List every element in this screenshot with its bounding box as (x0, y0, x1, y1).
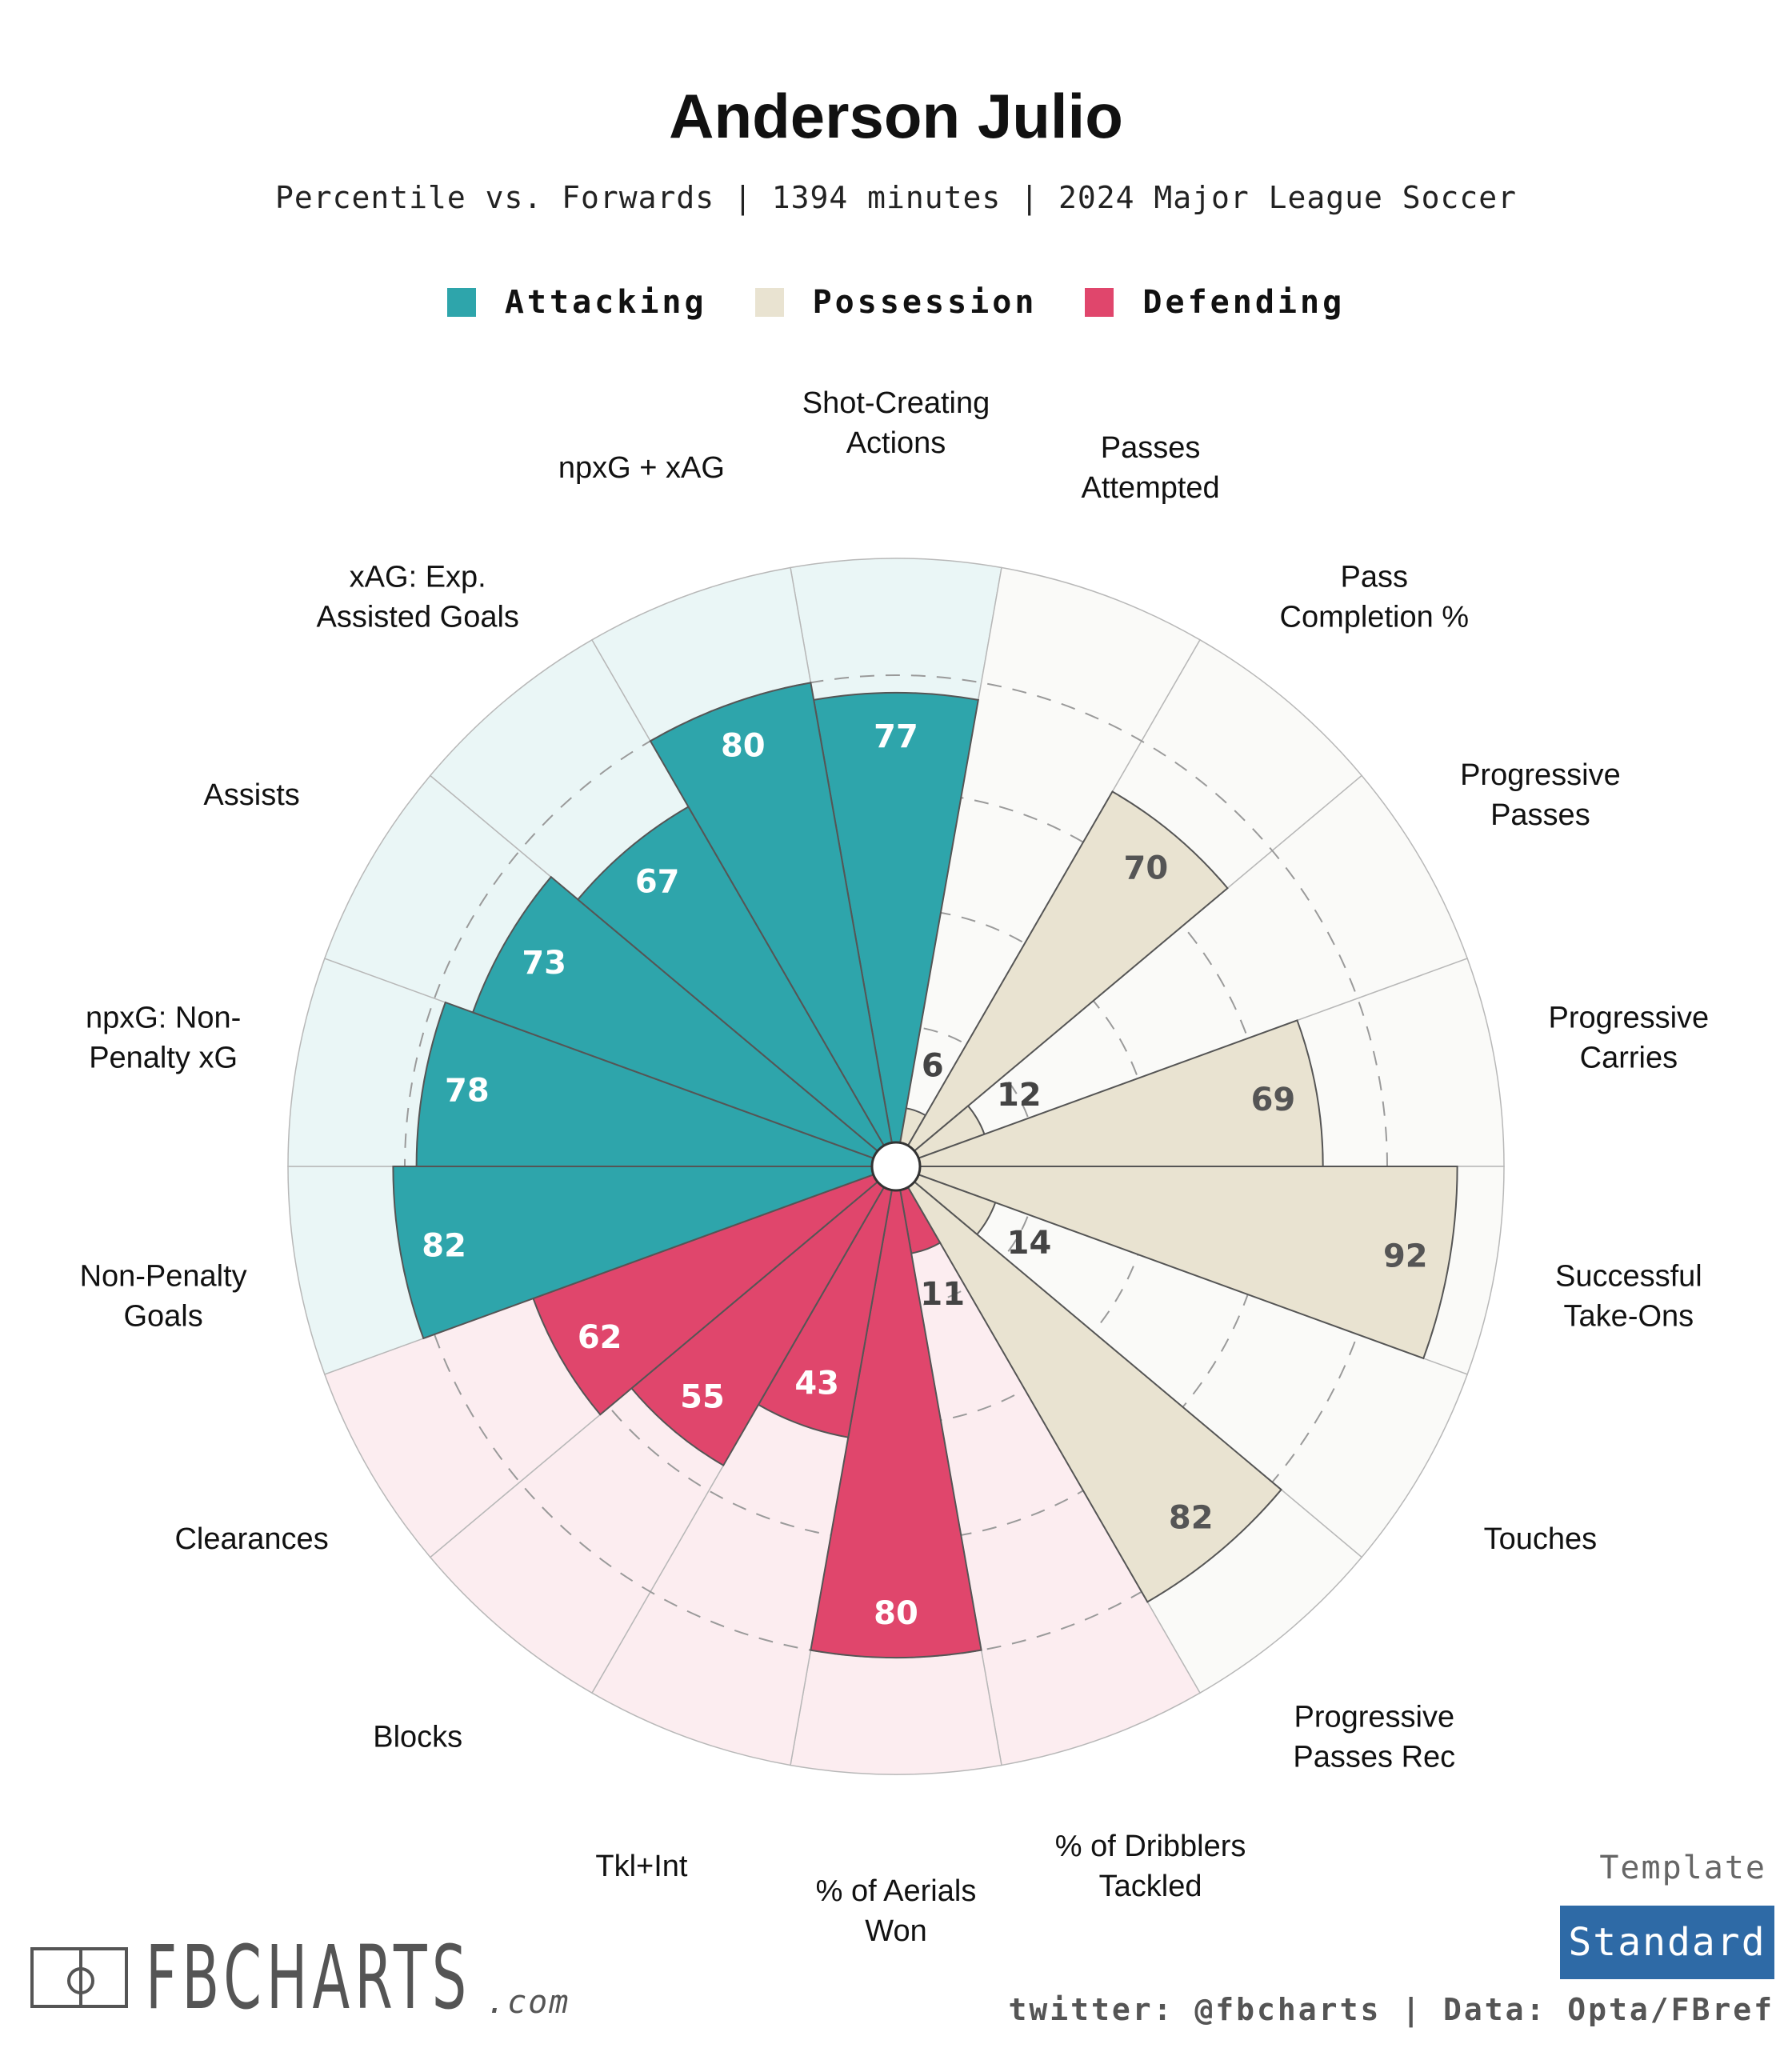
template-selector-button[interactable]: Standard (1560, 1906, 1774, 1979)
metric-label-clearances: Clearances (174, 1522, 328, 1556)
metric-label-progressive-passes: Progressive Passes (1460, 758, 1621, 832)
value-label-npxg-xag: 80 (721, 728, 766, 765)
metric-label-tkl-int: Tkl+Int (595, 1850, 688, 1883)
metric-label-touches: Touches (1484, 1522, 1598, 1556)
metric-label-of-dribblers-tackled: % of Dribblers Tackled (1055, 1830, 1246, 1903)
legend-swatch-attacking (446, 288, 476, 317)
metric-label-assists: Assists (203, 778, 299, 812)
legend-swatch-possession (754, 288, 784, 317)
legend-label-attacking: Attacking (504, 284, 707, 321)
metric-label-blocks: Blocks (373, 1720, 462, 1754)
value-label-progressive-passes-rec: 82 (1169, 1499, 1214, 1536)
value-label-npxg-non-penalty-xg: 78 (445, 1072, 490, 1109)
chart-subtitle: Percentile vs. Forwards | 1394 minutes |… (274, 180, 1518, 215)
value-label-pass-completion: 70 (1124, 850, 1169, 887)
center-hole (870, 1141, 922, 1192)
metric-label-npxg-non-penalty-xg: npxG: Non-Penalty xG (86, 1002, 241, 1075)
value-label-tkl-int: 43 (794, 1365, 839, 1402)
metric-label-xag-exp-assisted-goals: xAG: Exp. Assisted Goals (316, 561, 518, 634)
metric-label-successful-take-ons: Successful Take-Ons (1555, 1259, 1702, 1333)
legend-label-possession: Possession (812, 284, 1038, 321)
value-label-shot-creating-actions: 77 (874, 718, 918, 755)
template-label: Template (1599, 1850, 1766, 1886)
metric-label-pass-completion: Pass Completion % (1280, 561, 1470, 634)
value-label-clearances: 62 (578, 1319, 622, 1356)
value-label-successful-take-ons: 92 (1383, 1238, 1428, 1274)
metric-label-passes-attempted: Passes Attempted (1081, 431, 1219, 505)
metric-label-progressive-passes-rec: Progressive Passes Rec (1293, 1700, 1455, 1774)
chart-title: Anderson Julio (669, 81, 1123, 151)
legend-label-defending: Defending (1142, 284, 1346, 321)
value-label-progressive-passes: 12 (997, 1077, 1042, 1114)
metric-label-non-penalty-goals: Non-Penalty Goals (80, 1259, 247, 1333)
legend-swatch-defending (1085, 288, 1114, 317)
value-label-progressive-carries: 69 (1251, 1082, 1296, 1118)
value-label-non-penalty-goals: 82 (422, 1228, 466, 1265)
metric-label-shot-creating-actions: Shot-Creating Actions (802, 386, 990, 460)
value-label-of-aerials-won: 80 (874, 1595, 918, 1632)
legend-item-possession: Possession (754, 284, 1038, 321)
metric-label-npxg-xag: npxG + xAG (558, 451, 725, 485)
fbcharts-logo-icon (30, 1947, 128, 2008)
fbcharts-logo-suffix: .com (486, 1984, 570, 2021)
value-label-xag-exp-assisted-goals: 67 (635, 863, 680, 900)
value-label-assists: 73 (522, 945, 566, 982)
value-label-touches: 14 (1007, 1225, 1052, 1262)
metric-label-progressive-carries: Progressive Carries (1549, 1002, 1710, 1075)
fbcharts-logo-text: FBCHARTS (146, 1926, 472, 2029)
footer-credits: twitter: @fbcharts | Data: Opta/FBref (1008, 1992, 1774, 2027)
value-label-blocks: 55 (680, 1378, 725, 1415)
metric-label-of-aerials-won: % of Aerials Won (816, 1874, 977, 1948)
legend-item-attacking: Attacking (446, 284, 707, 321)
legend-item-defending: Defending (1085, 284, 1345, 321)
value-label-passes-attempted: 6 (922, 1047, 944, 1084)
value-label-of-dribblers-tackled: 11 (920, 1276, 965, 1313)
legend: Attacking Possession Defending (0, 284, 1792, 321)
